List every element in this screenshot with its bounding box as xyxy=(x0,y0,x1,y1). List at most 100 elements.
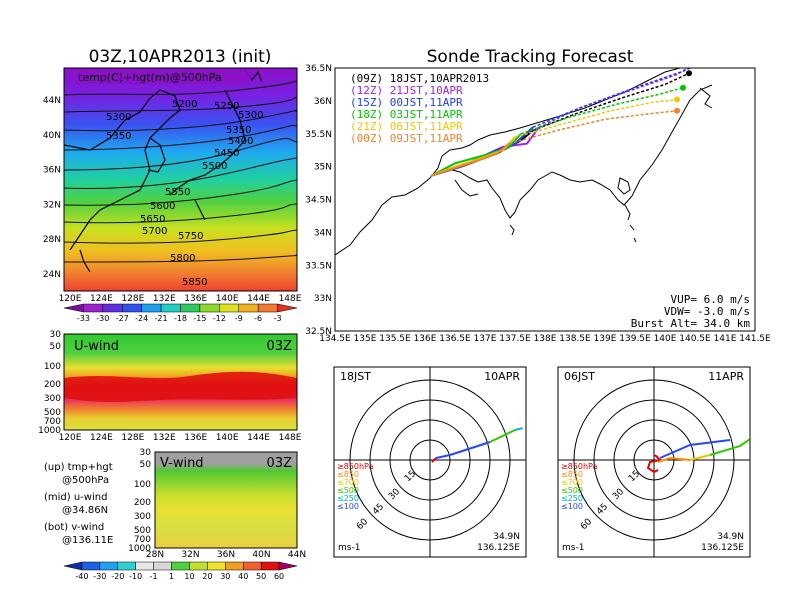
legend-sub: @136.11E xyxy=(62,535,113,546)
colorbar-swatch xyxy=(278,561,298,571)
colorbar-label: -27 xyxy=(116,314,129,323)
lon-tick: 138E xyxy=(534,334,557,344)
lon-tick: 137E xyxy=(474,334,497,344)
lon-tick: 141E xyxy=(714,334,737,344)
track-lon-ticks: 134.5E 135E 135.5E 136E 136.5E 137E 137.5E 138E… xyxy=(319,334,771,344)
lon-tick: 135E xyxy=(354,334,377,344)
colorbar-swatch xyxy=(141,303,162,313)
v-wind-field xyxy=(155,452,297,548)
colorbar-label: 1 xyxy=(169,572,174,581)
lon-tick: 138.5E xyxy=(559,334,591,344)
lat-tick: 28N xyxy=(146,550,164,560)
u-wind-time: 03Z xyxy=(267,339,293,354)
colorbar-swatch xyxy=(160,303,181,313)
contour-label: 5300 xyxy=(238,110,263,121)
track-lat-ticks: 36.5N 36N 35.5N 35N 34.5N 34N 33.5N 33N 32.5N xyxy=(305,64,332,337)
lon-tick: 132E xyxy=(153,433,176,443)
polar-date: 10APR xyxy=(484,370,520,383)
pressure-legend: ≥850hPa≤850≤700≤500≤250≤100 xyxy=(561,462,598,511)
colorbar-label: -10 xyxy=(129,572,142,581)
polar-lon: 136.125E xyxy=(701,543,744,553)
lon-tick: 139.5E xyxy=(619,334,651,344)
lon-tick: 120E xyxy=(59,433,82,443)
pressure-legend-item: ≤850 xyxy=(337,470,359,479)
map-label-bg xyxy=(76,70,251,84)
colorbar-swatch xyxy=(180,303,201,313)
contour-label: 5450 xyxy=(214,148,239,159)
colorbar-swatch xyxy=(135,561,154,571)
colorbar-swatch xyxy=(122,303,142,313)
lat-tick: 36N xyxy=(43,166,61,176)
pressure-tick: 200 xyxy=(134,498,151,508)
polar-time: 06JST xyxy=(564,370,595,383)
v-wind-frame xyxy=(154,451,298,549)
lon-tick: 144E xyxy=(247,294,270,304)
lon-tick: 136E xyxy=(184,433,207,443)
pressure-tick: 30 xyxy=(50,330,62,340)
colorbar-swatch xyxy=(83,303,104,313)
contour-label: 5850 xyxy=(182,277,207,288)
colorbar-swatch xyxy=(102,303,123,313)
contour-label: 5400 xyxy=(228,136,253,147)
run-legend-item: (21Z) 06JST,11APR xyxy=(350,120,463,133)
pressure-tick: 50 xyxy=(50,342,62,352)
colorbar-label: 10 xyxy=(184,572,194,581)
run-legend-item: (18Z) 03JST,11APR xyxy=(350,108,463,121)
contour-label: 5350 xyxy=(226,125,251,136)
v-wind-time: 03Z xyxy=(267,456,293,471)
colorbar-label: -21 xyxy=(155,314,168,323)
lat-tick: 34.5N xyxy=(305,196,332,206)
lat-tick: 28N xyxy=(43,235,61,245)
lon-tick: 120E xyxy=(59,294,82,304)
landing-point xyxy=(698,60,704,66)
pressure-tick: 300 xyxy=(134,512,151,522)
lat-tick: 40N xyxy=(43,131,61,141)
pressure-legend-item: ≥850hPa xyxy=(561,462,598,471)
lon-tick: 144E xyxy=(247,433,270,443)
lon-tick: 128E xyxy=(121,294,144,304)
hodograph-1 xyxy=(431,407,528,463)
polar-panel-1: 18JST 10APR 34.9N 136.125E ms-1 15 30 45… xyxy=(333,366,528,558)
lon-tick: 148E xyxy=(279,294,302,304)
colorbar-swatch xyxy=(63,561,83,571)
track-ascent-line xyxy=(430,133,522,177)
contour-labels: 5200 5250 5300 5300 5350 5350 5400 5450 … xyxy=(106,99,263,288)
lon-tick: 137.5E xyxy=(499,334,531,344)
lon-tick: 140.5E xyxy=(679,334,711,344)
track-coastline xyxy=(335,68,713,256)
legend-key: (mid) u-wind xyxy=(44,492,107,503)
landing-point xyxy=(674,96,680,103)
track-descent-line xyxy=(520,87,684,135)
colorbar-swatch xyxy=(260,561,280,571)
contour-label: 5800 xyxy=(170,253,195,264)
track-map: 36.5N 36N 35.5N 35N 34.5N 34N 33.5N 33N 32.5N 13… xyxy=(305,60,771,344)
track-descent-line xyxy=(508,109,678,145)
pressure-tick: 100 xyxy=(134,480,151,490)
lon-tick: 136.5E xyxy=(439,334,471,344)
lon-tick: 132E xyxy=(153,294,176,304)
colorbar-label: -30 xyxy=(93,572,106,581)
pressure-tick: 500 xyxy=(44,408,61,418)
track-ascent-line xyxy=(430,142,510,177)
left-map-title: 03Z,10APR2013 (init) xyxy=(89,47,272,67)
landing-point xyxy=(680,84,686,91)
lon-tick: 139E xyxy=(594,334,617,344)
polar-date: 11APR xyxy=(708,370,744,383)
lat-tick: 32N xyxy=(43,200,61,210)
colorbar-label: 30 xyxy=(220,572,230,581)
map-lat-ticks: 44N 40N 36N 32N 28N 24N xyxy=(43,96,61,280)
pressure-legend-item: ≤500 xyxy=(337,486,359,495)
colorbar-swatch xyxy=(238,303,259,313)
colorbar-label: -12 xyxy=(213,314,226,323)
pressure-legend-item: ≤250 xyxy=(337,494,359,503)
lon-tick: 136E xyxy=(184,294,207,304)
run-legend-item: (15Z) 00JST,11APR xyxy=(350,96,463,109)
pressure-tick: 50 xyxy=(140,460,152,470)
colorbar-label: -6 xyxy=(254,314,262,323)
colorbar-label: -15 xyxy=(193,314,206,323)
lon-tick: 140E xyxy=(216,433,239,443)
polar-lat: 34.9N xyxy=(717,532,744,542)
lon-tick: 135.5E xyxy=(379,334,411,344)
